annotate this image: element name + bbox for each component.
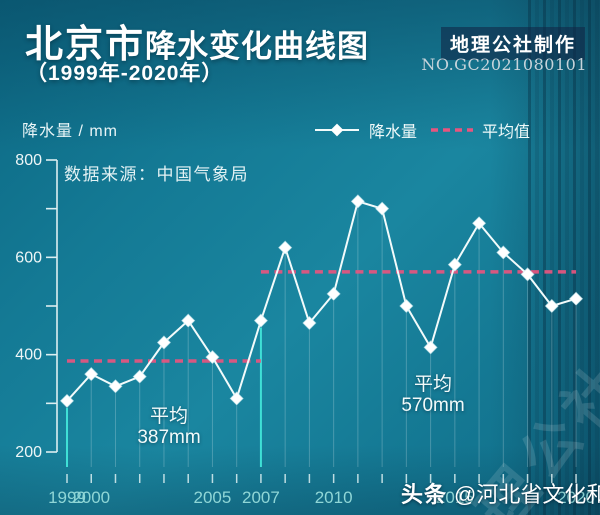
data-point-marker bbox=[205, 350, 220, 365]
data-point-marker bbox=[350, 194, 365, 209]
precipitation-series-line bbox=[66, 200, 578, 402]
x-axis-label: 2010 bbox=[315, 488, 353, 507]
x-axis-label: 2015 bbox=[436, 488, 474, 507]
dashed-line-swatch-icon bbox=[431, 128, 474, 132]
average-annotation-387-label: 平均 bbox=[149, 406, 188, 427]
data-point-marker bbox=[399, 298, 414, 314]
data-point-marker bbox=[568, 291, 584, 306]
average-annotation-570: 平均 570mm bbox=[368, 374, 498, 416]
legend-item-average: 平均值 bbox=[431, 118, 530, 142]
data-point-marker bbox=[447, 257, 462, 272]
data-point-marker bbox=[229, 391, 244, 406]
y-axis-title: 降水量 / mm bbox=[22, 123, 118, 140]
bottom-watermark: 头条 @河北省文化和旅游厅 bbox=[401, 477, 600, 509]
title-year-range: （1999年-2020年） bbox=[26, 62, 224, 85]
credit-badge: 地理公社制作 bbox=[440, 27, 585, 60]
x-axis-label: 1999 bbox=[48, 488, 86, 507]
data-point-marker bbox=[544, 298, 559, 314]
legend-label-average: 平均值 bbox=[482, 124, 531, 141]
x-axis-label: 2020 bbox=[557, 488, 595, 507]
average-annotation-387: 平均 387mm bbox=[104, 406, 234, 448]
x-axis-label: 2005 bbox=[194, 488, 232, 507]
data-point-marker bbox=[132, 369, 147, 384]
data-point-marker bbox=[472, 216, 487, 231]
data-point-marker bbox=[84, 367, 99, 382]
data-point-marker bbox=[59, 393, 75, 408]
title-city: 北京市 bbox=[25, 24, 146, 66]
legend-label-precipitation: 降水量 bbox=[369, 124, 418, 141]
legend-item-precipitation: 降水量 bbox=[314, 118, 417, 142]
page-title: 北京市降水变化曲线图 bbox=[25, 13, 369, 68]
title-rest: 降水变化曲线图 bbox=[145, 29, 370, 64]
data-point-marker bbox=[496, 245, 511, 260]
data-point-marker bbox=[108, 379, 123, 394]
data-point-marker bbox=[278, 240, 293, 255]
data-point-marker bbox=[520, 267, 535, 282]
bottom-watermark-handle: @河北省文化和旅游厅 bbox=[454, 482, 600, 507]
data-point-marker bbox=[253, 313, 268, 328]
y-axis-label: 200 bbox=[15, 444, 42, 461]
data-point-marker bbox=[423, 340, 438, 355]
data-point-marker bbox=[375, 201, 390, 216]
chart-legend: 降水量 平均值 bbox=[314, 118, 530, 142]
line-diamond-swatch-icon bbox=[315, 123, 359, 137]
y-axis-label: 800 bbox=[15, 152, 42, 169]
credit-serial-number: NO.GC2021080101 bbox=[421, 55, 587, 74]
x-axis-label: 2007 bbox=[242, 488, 280, 507]
x-axis-label: 2000 bbox=[72, 488, 110, 507]
bottom-watermark-brand: 头条 bbox=[401, 482, 448, 507]
data-point-marker bbox=[181, 313, 196, 328]
y-axis-label: 600 bbox=[15, 249, 42, 266]
data-point-marker bbox=[156, 335, 172, 350]
average-annotation-570-value: 570mm bbox=[401, 395, 465, 416]
data-point-marker bbox=[302, 315, 317, 331]
data-source-note: 数据来源：中国气象局 bbox=[64, 165, 249, 184]
data-point-marker bbox=[326, 286, 341, 301]
average-annotation-570-label: 平均 bbox=[413, 374, 452, 395]
average-annotation-387-value: 387mm bbox=[137, 427, 201, 448]
y-axis-label: 400 bbox=[15, 347, 42, 364]
